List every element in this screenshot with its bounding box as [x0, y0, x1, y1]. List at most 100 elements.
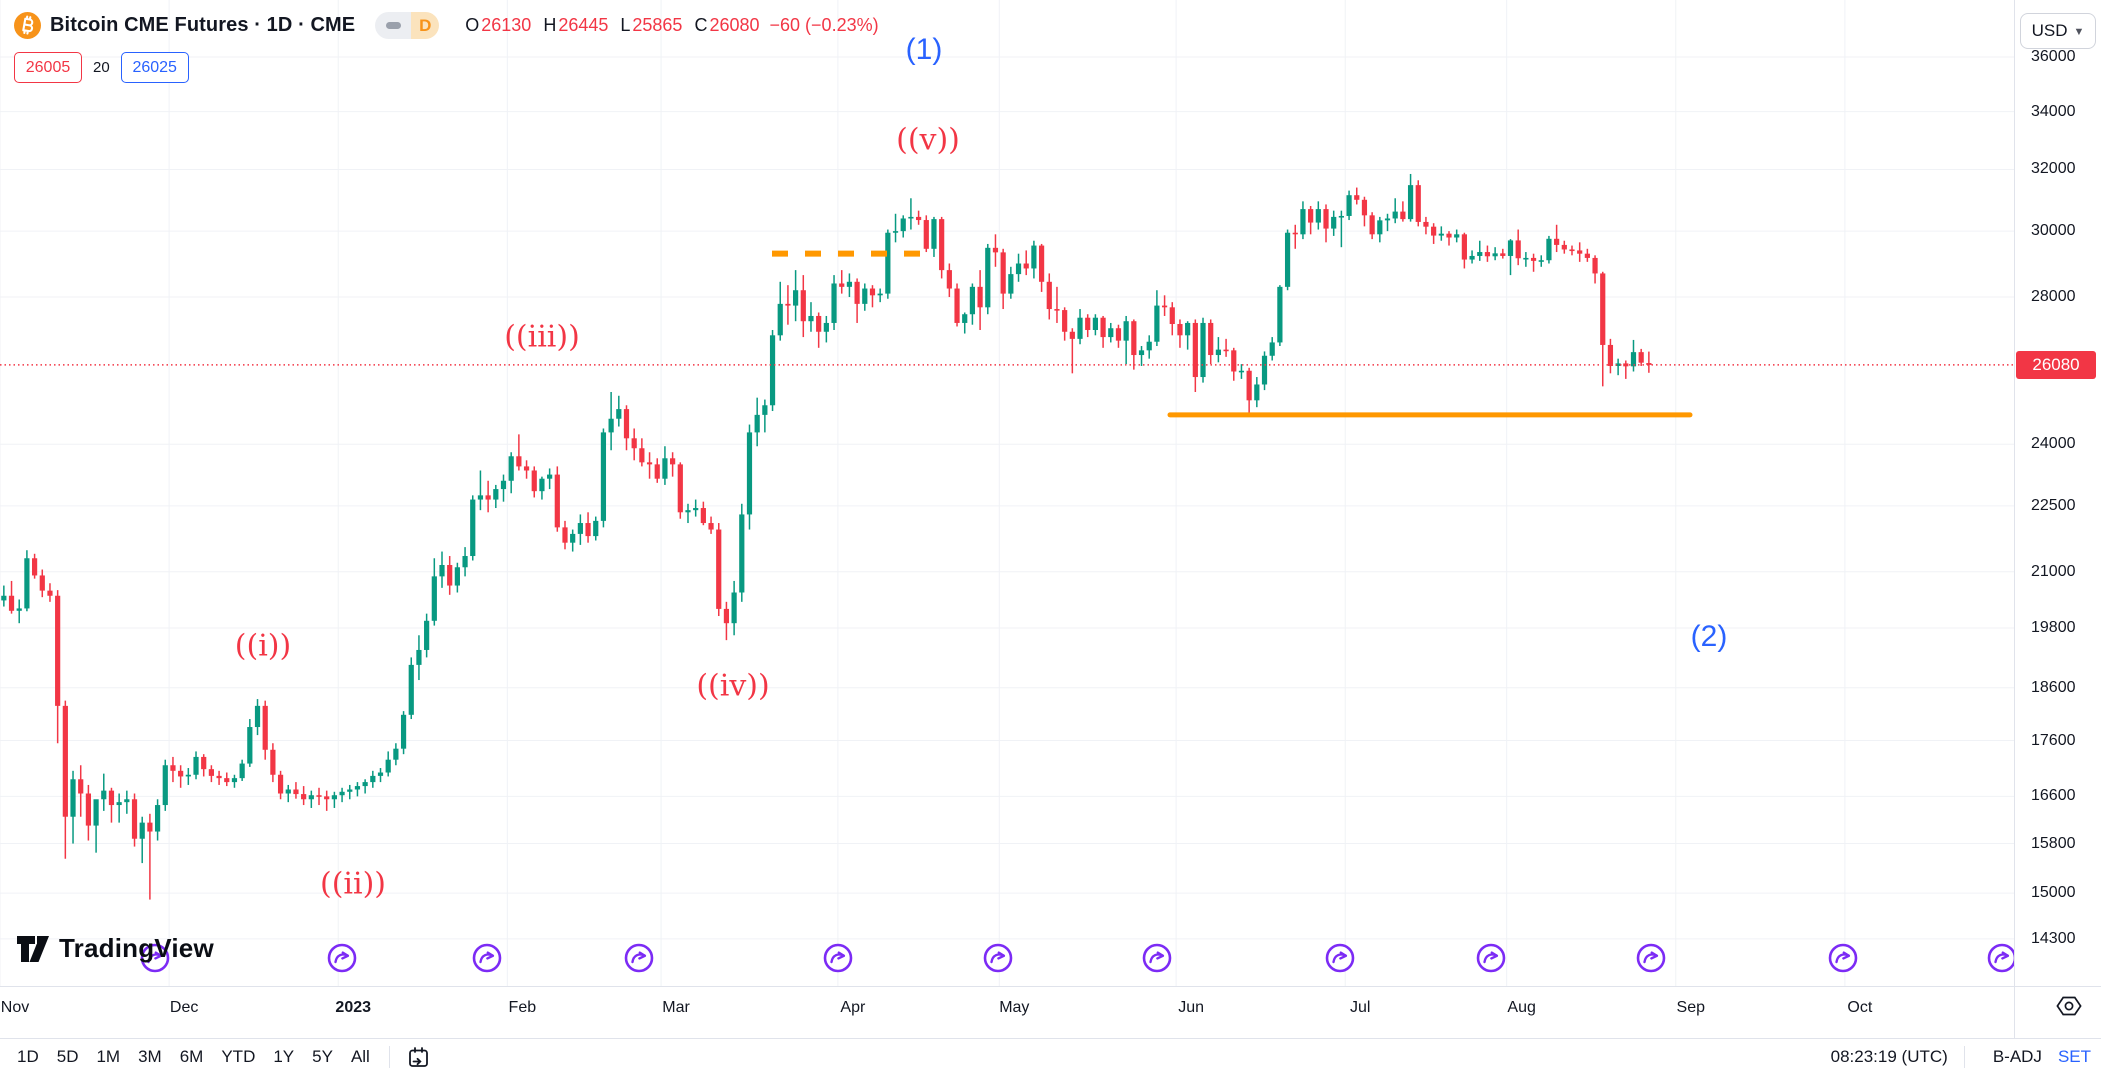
timezone-settings-icon[interactable] — [2055, 992, 2083, 1020]
candle-body — [500, 480, 507, 490]
chart-legend: Bitcoin CME Futures · 1D · CME D O 26130 H… — [14, 12, 879, 39]
sell-price-button[interactable]: 26005 — [14, 52, 82, 83]
candle-body — [1454, 234, 1460, 238]
candle-body — [1561, 244, 1567, 250]
price-tick-label: 32000 — [2031, 160, 2076, 178]
candle-body — [731, 592, 737, 624]
toggle-dash-icon — [385, 22, 401, 29]
candle-body — [1146, 341, 1152, 351]
range-button-ytd[interactable]: YTD — [212, 1043, 264, 1071]
candle-body — [931, 219, 937, 249]
candle-body — [823, 322, 829, 332]
candle-body — [101, 790, 107, 800]
go-to-date-icon[interactable] — [400, 1043, 437, 1072]
idea-marker-arrow-icon[interactable] — [1475, 942, 1507, 974]
candle-body — [1192, 322, 1198, 378]
range-button-1m[interactable]: 1M — [87, 1043, 129, 1071]
idea-marker-arrow-icon[interactable] — [1986, 942, 2018, 974]
currency-selector[interactable]: USD ▼ — [2020, 13, 2096, 49]
price-tick-label: 24000 — [2031, 435, 2076, 453]
candle-body — [808, 315, 814, 322]
candle-body — [915, 216, 922, 221]
toggle-knob-segment[interactable] — [375, 12, 412, 39]
candle-body — [70, 779, 76, 817]
candle-body — [216, 775, 222, 779]
range-button-1y[interactable]: 1Y — [264, 1043, 303, 1071]
interval-toggle[interactable]: D — [375, 12, 440, 39]
time-tick-label: Aug — [1507, 999, 1536, 1016]
idea-marker-arrow-icon[interactable] — [326, 942, 358, 974]
chart-pane[interactable] — [0, 0, 2014, 986]
elliott-wave-label[interactable]: ((iv)) — [696, 668, 770, 704]
range-button-5d[interactable]: 5D — [48, 1043, 88, 1071]
candle-body — [201, 756, 207, 770]
candle-body — [531, 470, 537, 492]
price-tick-label: 34000 — [2031, 102, 2076, 120]
candle-body — [408, 664, 414, 715]
toolbar-right: 08:23:19 (UTC) B-ADJ SET — [1831, 1039, 2091, 1075]
candle-body — [723, 608, 730, 624]
idea-marker-arrow-icon[interactable] — [1827, 942, 1859, 974]
candle-body — [739, 514, 745, 593]
candle-body — [746, 432, 753, 515]
quantity-field[interactable]: 20 — [93, 59, 110, 76]
idea-marker-arrow-icon[interactable] — [982, 942, 1014, 974]
candle-body — [900, 218, 906, 232]
candle-body — [816, 315, 822, 332]
price-axis[interactable]: USD ▼ 36000 34000 32000 30000 28000 24000 2250… — [2014, 0, 2101, 986]
symbol-title: Bitcoin CME Futures · 1D · CME — [50, 14, 356, 36]
idea-marker-arrow-icon[interactable] — [471, 942, 503, 974]
clock-label[interactable]: 08:23:19 (UTC) — [1830, 1047, 1948, 1066]
adjustment-toggle[interactable]: B-ADJ — [1992, 1047, 2042, 1066]
buy-price-button[interactable]: 26025 — [120, 52, 189, 83]
idea-marker-arrow-icon[interactable] — [139, 942, 171, 974]
ohlc-value: 26445 — [558, 15, 609, 35]
ohlc-value: 25865 — [632, 15, 683, 35]
range-button-6m[interactable]: 6M — [171, 1043, 213, 1071]
candle-body — [385, 759, 391, 773]
idea-marker-arrow-icon[interactable] — [1635, 942, 1667, 974]
session-toggle[interactable]: SET — [2057, 1047, 2091, 1066]
price-tick-label: 17600 — [2031, 731, 2076, 749]
candle-body — [992, 247, 999, 253]
price-tick-label: 21000 — [2031, 562, 2076, 580]
elliott-wave-label[interactable]: ((i)) — [234, 628, 292, 664]
candle-body — [447, 565, 453, 586]
candle-body — [539, 478, 545, 492]
candle-body — [1254, 384, 1260, 401]
elliott-wave-label[interactable]: ((ii)) — [319, 866, 387, 902]
range-button-5y[interactable]: 5Y — [303, 1043, 342, 1071]
candle-body — [877, 293, 883, 296]
tradingview-logo[interactable]: TradingView — [16, 933, 214, 964]
trade-panel: 26005 20 26025 — [14, 52, 189, 83]
bottom-toolbar: 1D 5D 1M 3M 6M YTD 1Y 5Y All 08:23:19 (UTC) B-AD… — [0, 1038, 2101, 1075]
idea-marker-arrow-icon[interactable] — [1141, 942, 1173, 974]
candle-body — [969, 286, 976, 315]
candle-body — [1015, 263, 1022, 275]
idea-marker-arrow-icon[interactable] — [822, 942, 854, 974]
candle-body — [1284, 232, 1291, 287]
range-button-all[interactable]: All — [342, 1043, 379, 1071]
elliott-wave-label[interactable]: ((iii)) — [504, 319, 580, 355]
interval-badge[interactable]: D — [411, 12, 440, 39]
candle-body — [1469, 255, 1475, 260]
candle-body — [1400, 211, 1406, 220]
range-button-1d[interactable]: 1D — [8, 1043, 48, 1071]
candle-body — [162, 765, 168, 806]
candle-body — [416, 649, 422, 665]
candle-body — [523, 466, 530, 471]
primary-wave-label[interactable]: (2) — [1690, 620, 1728, 653]
candle-body — [470, 499, 476, 557]
candle-body — [31, 558, 38, 576]
candle-body — [839, 283, 845, 287]
idea-marker-arrow-icon[interactable] — [623, 942, 655, 974]
elliott-wave-label[interactable]: ((v)) — [896, 122, 960, 158]
price-tick-label: 15800 — [2031, 834, 2076, 852]
candle-body — [131, 799, 138, 839]
time-axis[interactable]: Nov Dec 2023 Feb Mar Apr May Jun Jul Aug Sep Oct — [0, 986, 2014, 1039]
primary-wave-label[interactable]: (1) — [905, 33, 943, 66]
price-tick-label: 19800 — [2031, 619, 2076, 636]
range-button-3m[interactable]: 3M — [129, 1043, 171, 1071]
candle-body — [1438, 233, 1444, 236]
idea-marker-arrow-icon[interactable] — [1324, 942, 1356, 974]
